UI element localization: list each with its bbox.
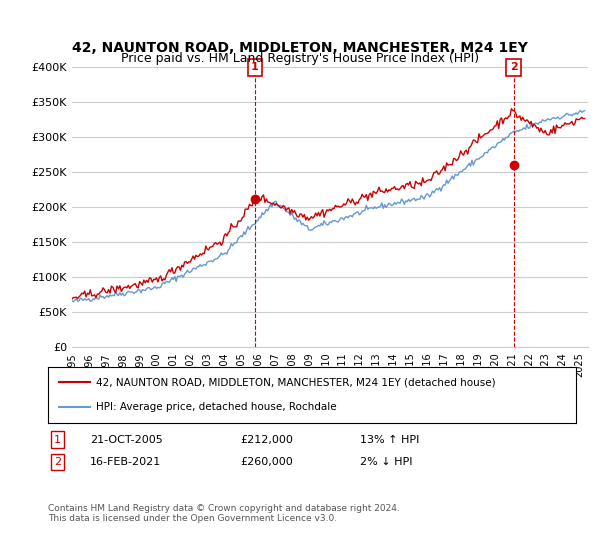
Text: Price paid vs. HM Land Registry's House Price Index (HPI): Price paid vs. HM Land Registry's House …: [121, 52, 479, 66]
Text: HPI: Average price, detached house, Rochdale: HPI: Average price, detached house, Roch…: [95, 402, 336, 412]
Text: 42, NAUNTON ROAD, MIDDLETON, MANCHESTER, M24 1EY (detached house): 42, NAUNTON ROAD, MIDDLETON, MANCHESTER,…: [95, 377, 495, 388]
Text: 1: 1: [54, 435, 61, 445]
Text: 1: 1: [251, 62, 259, 72]
Text: 2: 2: [54, 457, 61, 467]
Text: Contains HM Land Registry data © Crown copyright and database right 2024.
This d: Contains HM Land Registry data © Crown c…: [48, 504, 400, 524]
Text: 21-OCT-2005: 21-OCT-2005: [90, 435, 163, 445]
Text: £212,000: £212,000: [240, 435, 293, 445]
Text: 2% ↓ HPI: 2% ↓ HPI: [360, 457, 413, 467]
Text: 2: 2: [509, 62, 517, 72]
Text: £260,000: £260,000: [240, 457, 293, 467]
Text: 16-FEB-2021: 16-FEB-2021: [90, 457, 161, 467]
Text: 42, NAUNTON ROAD, MIDDLETON, MANCHESTER, M24 1EY: 42, NAUNTON ROAD, MIDDLETON, MANCHESTER,…: [72, 41, 528, 55]
Text: 13% ↑ HPI: 13% ↑ HPI: [360, 435, 419, 445]
